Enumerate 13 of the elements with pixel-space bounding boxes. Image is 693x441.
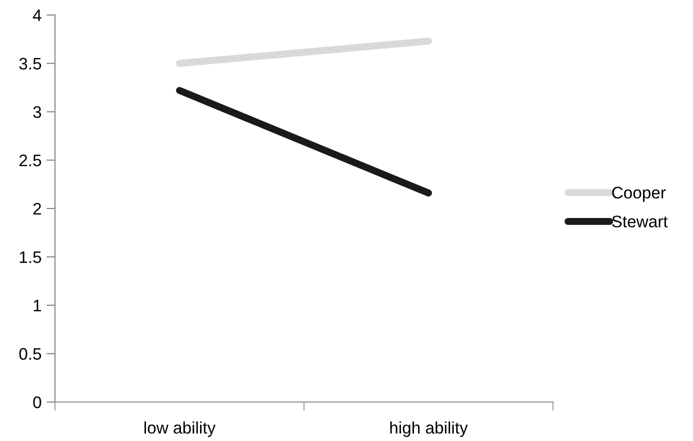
- y-tick-label: 1: [34, 300, 41, 312]
- legend-label: Stewart: [612, 216, 668, 228]
- y-tick-label: 2: [33, 202, 41, 215]
- y-tick-label: 0: [33, 396, 42, 408]
- y-tick-label: 0.5: [19, 348, 42, 360]
- y-tick-label: 1.5: [20, 251, 42, 264]
- y-tick-label: 4: [32, 10, 42, 22]
- y-tick-label: 2.5: [19, 154, 42, 166]
- y-tick-label: 3: [33, 106, 42, 118]
- x-tick-label: high ability: [390, 421, 468, 437]
- legend-label: Cooper: [612, 186, 666, 202]
- x-tick-label: low ability: [144, 421, 216, 437]
- y-tick-label: 3.5: [19, 58, 42, 70]
